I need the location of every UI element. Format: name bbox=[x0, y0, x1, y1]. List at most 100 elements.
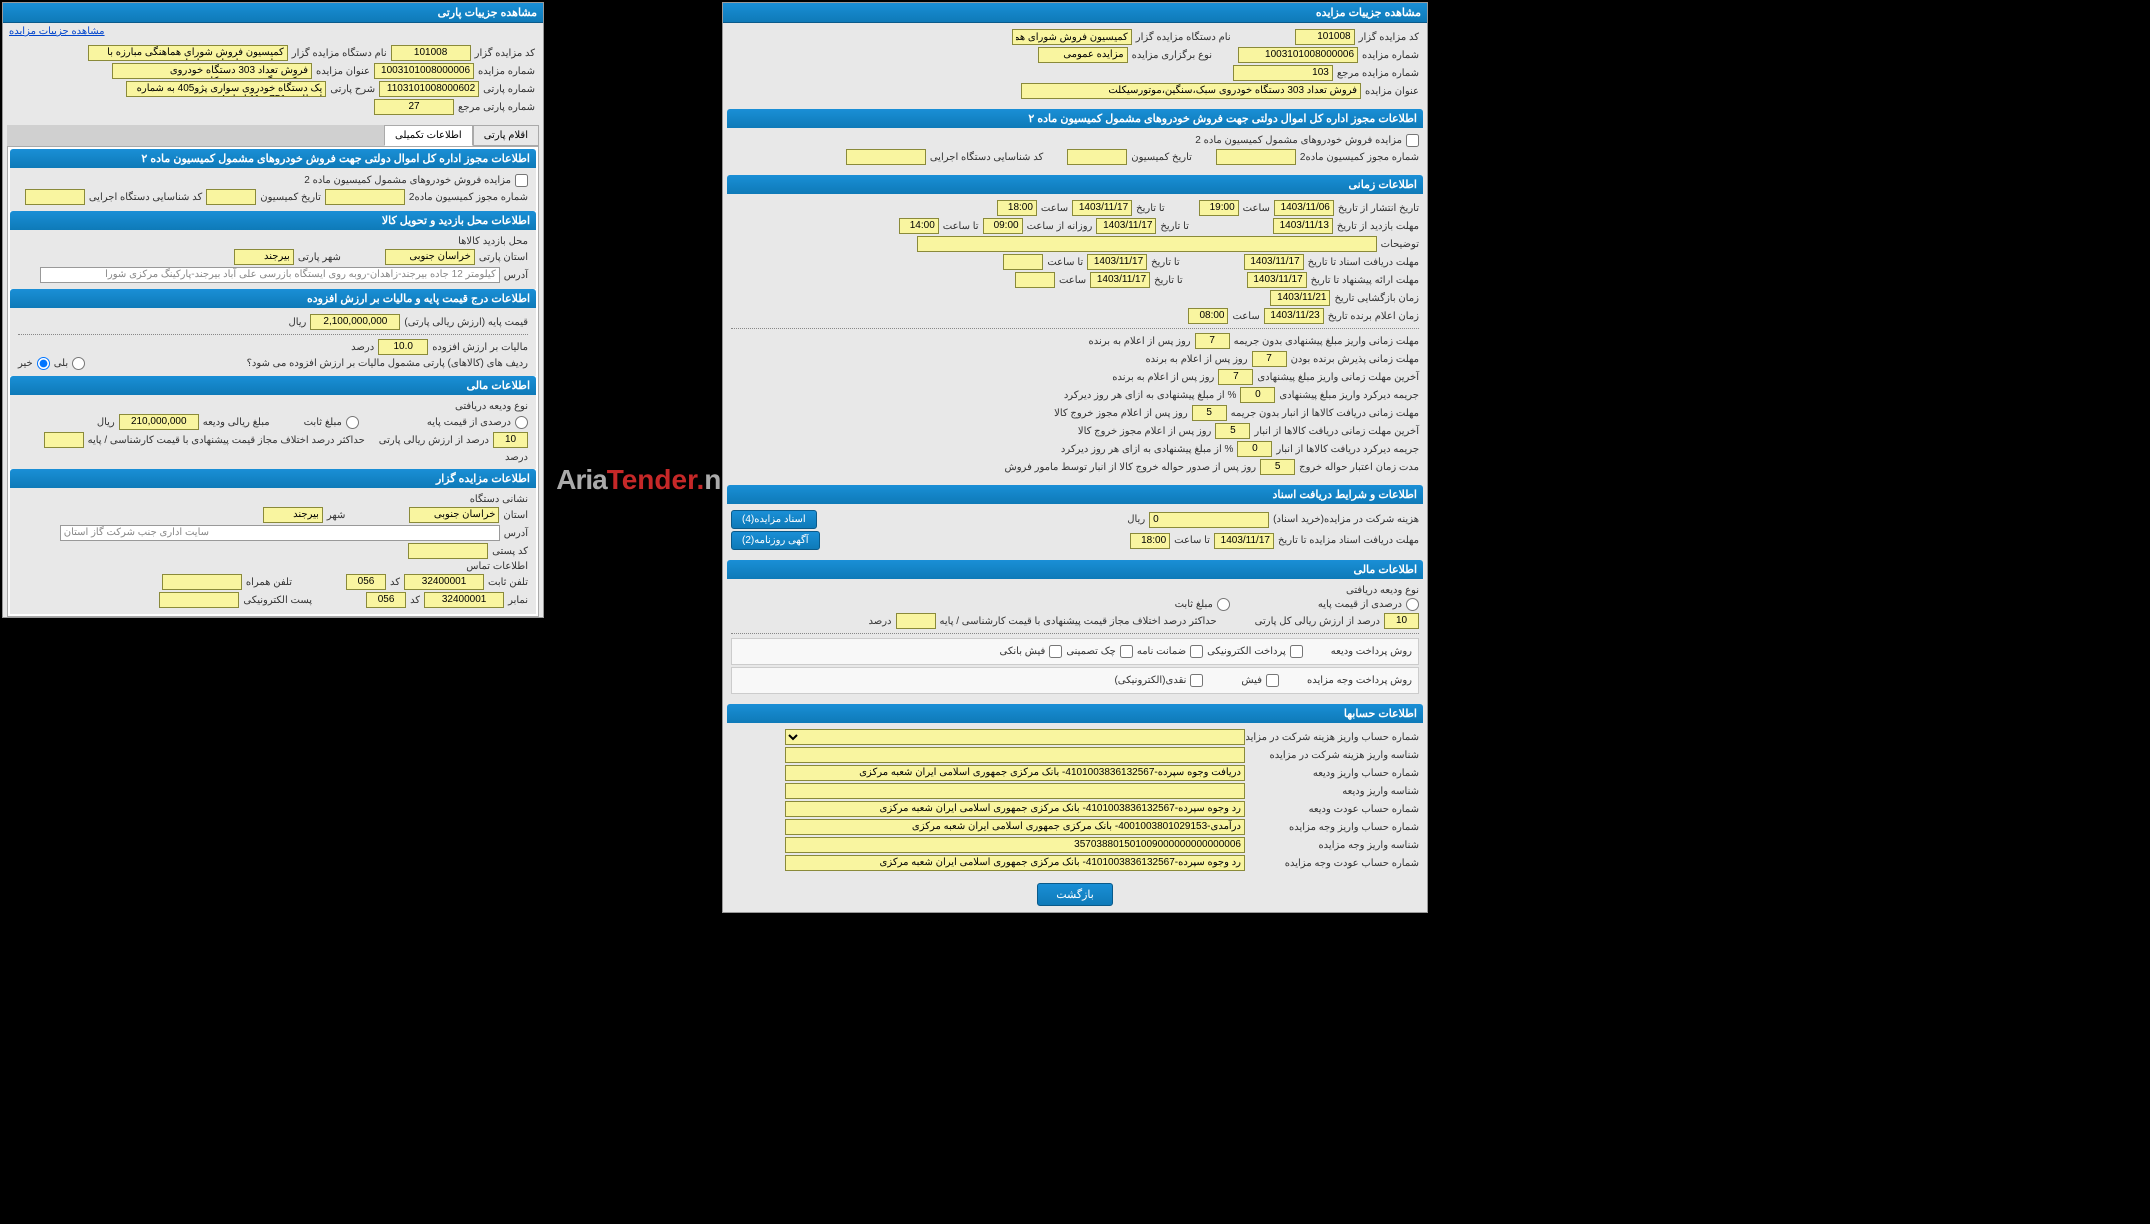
label: درصد bbox=[351, 342, 374, 353]
tab-extra[interactable]: اطلاعات تکمیلی bbox=[384, 125, 473, 146]
auction-code: 101008 bbox=[1295, 29, 1355, 45]
section-header: اطلاعات حسابها bbox=[727, 704, 1423, 723]
checkbox[interactable] bbox=[1049, 645, 1062, 658]
section-header: اطلاعات مجوز اداره کل اموال دولتی جهت فر… bbox=[727, 109, 1423, 128]
label: نوع ودیعه دریافتی bbox=[1346, 585, 1419, 596]
time: 18:00 bbox=[997, 200, 1037, 216]
areacode: 056 bbox=[366, 592, 406, 608]
label: مهلت زمانی واریز مبلغ پیشنهادی بدون جریم… bbox=[1234, 336, 1419, 347]
val: 0 bbox=[1237, 441, 1272, 457]
label: آخرین مهلت زمانی دریافت کالاها از انبار bbox=[1254, 426, 1419, 437]
label: مهلت ارائه پیشنهاد تا تاریخ bbox=[1311, 275, 1419, 286]
label: خیر bbox=[18, 358, 33, 369]
label: کد مزایده گزار bbox=[1359, 32, 1419, 43]
label: درصدی از قیمت پایه bbox=[427, 417, 511, 428]
label: شرح پارتی bbox=[330, 84, 375, 95]
checkbox[interactable] bbox=[515, 174, 528, 187]
label: مزایده فروش خودروهای مشمول کمیسیون ماده … bbox=[304, 175, 511, 186]
field bbox=[408, 543, 488, 559]
label: ساعت bbox=[1041, 203, 1068, 214]
section-header: اطلاعات درج قیمت پایه و مالیات بر ارزش ا… bbox=[10, 289, 536, 308]
checkbox[interactable] bbox=[1190, 674, 1203, 687]
label: حداکثر درصد اختلاف مجاز قیمت پیشنهادی با… bbox=[88, 435, 365, 446]
label: روز پس از اعلام به برنده bbox=[1112, 372, 1214, 383]
news-button[interactable]: آگهی روزنامه(2) bbox=[731, 531, 820, 550]
label: شماره مجوز کمیسیون ماده2 bbox=[1300, 152, 1419, 163]
field bbox=[1216, 149, 1296, 165]
section-header: اطلاعات و شرایط دریافت اسناد bbox=[727, 485, 1423, 504]
radio[interactable] bbox=[515, 416, 528, 429]
label: % از مبلغ پیشنهادی به ازای هر روز دیرکرد bbox=[1064, 390, 1237, 401]
checkbox[interactable] bbox=[1406, 134, 1419, 147]
checkbox[interactable] bbox=[1266, 674, 1279, 687]
details-link[interactable]: مشاهده جزییات مزایده bbox=[9, 26, 105, 37]
val: 7 bbox=[1195, 333, 1230, 349]
radio[interactable] bbox=[1406, 598, 1419, 611]
radio[interactable] bbox=[1217, 598, 1230, 611]
checkbox[interactable] bbox=[1190, 645, 1203, 658]
back-button[interactable]: بازگشت bbox=[1037, 883, 1113, 906]
account-select[interactable] bbox=[785, 729, 1245, 745]
date: 1403/11/13 bbox=[1273, 218, 1333, 234]
tab-items[interactable]: اقلام پارتی bbox=[473, 125, 539, 146]
label: شماره مزایده مرجع bbox=[1337, 68, 1419, 79]
field: رد وجوه سپرده-4101003836132567- بانک مرک… bbox=[785, 855, 1245, 871]
finance-section: نوع ودیعه دریافتی درصدی از قیمت پایه مبل… bbox=[723, 579, 1427, 700]
label: ساعت bbox=[1232, 311, 1259, 322]
org-name[interactable] bbox=[1012, 29, 1132, 45]
label: استان bbox=[503, 510, 528, 521]
price-section: قیمت پایه (ارزش ریالی پارتی)2,100,000,00… bbox=[10, 308, 536, 376]
field: درآمدی-4001003801029153- بانک مرکزی جمهو… bbox=[785, 819, 1245, 835]
field bbox=[162, 574, 242, 590]
label: نام دستگاه مزایده گزار bbox=[1136, 32, 1231, 43]
field bbox=[1003, 254, 1043, 270]
date: 1403/11/06 bbox=[1274, 200, 1334, 216]
permit-section: مزایده فروش خودروهای مشمول کمیسیون ماده … bbox=[723, 128, 1427, 171]
label: ریال bbox=[1127, 514, 1145, 525]
radio[interactable] bbox=[37, 357, 50, 370]
label: تلفن همراه bbox=[246, 577, 292, 588]
time: 09:00 bbox=[983, 218, 1023, 234]
top-fields: کد مزایده گزار 101008 نام دستگاه مزایده … bbox=[723, 23, 1427, 105]
label: شناسه واریز وجه مزایده bbox=[1249, 840, 1419, 851]
radio[interactable] bbox=[72, 357, 85, 370]
radio[interactable] bbox=[346, 416, 359, 429]
field bbox=[25, 189, 85, 205]
field bbox=[1015, 272, 1055, 288]
label: تا ساعت bbox=[943, 221, 979, 232]
auction-docs-button[interactable]: اسناد مزایده(4) bbox=[731, 510, 817, 529]
accounts-section: شماره حساب واریز هزینه شرکت در مزایده شن… bbox=[723, 723, 1427, 877]
label: عنوان مزایده bbox=[1365, 86, 1419, 97]
label: زمان اعلام برنده تاریخ bbox=[1328, 311, 1419, 322]
label: جریمه دیرکرد دریافت کالاها از انبار bbox=[1276, 444, 1419, 455]
time: 19:00 bbox=[1199, 200, 1239, 216]
label: آدرس bbox=[504, 270, 528, 281]
label: تلفن ثابت bbox=[488, 577, 528, 588]
field: دریافت وجوه سپرده-4101003836132567- بانک… bbox=[785, 765, 1245, 781]
time: 18:00 bbox=[1130, 533, 1170, 549]
date: 1403/11/17 bbox=[1090, 272, 1150, 288]
label: تاریخ انتشار از تاریخ bbox=[1338, 203, 1419, 214]
section-header: اطلاعات مزایده گزار bbox=[10, 469, 536, 488]
field bbox=[325, 189, 405, 205]
date: 1403/11/17 bbox=[1247, 272, 1307, 288]
label: نقدی(الکترونیکی) bbox=[1114, 675, 1186, 686]
deposit: 210,000,000 bbox=[119, 414, 199, 430]
auction-title: فروش تعداد 303 دستگاه خودروی سبک،سنگین،م… bbox=[1021, 83, 1361, 99]
label: توضیحات bbox=[1381, 239, 1419, 250]
label: کد مزایده گزار bbox=[475, 48, 535, 59]
label: مبلغ ثابت bbox=[1175, 599, 1213, 610]
label: پرداخت الکترونیکی bbox=[1207, 646, 1286, 657]
checkbox[interactable] bbox=[1290, 645, 1303, 658]
label: روز پس از اعلام مجوز خروج کالا bbox=[1054, 408, 1188, 419]
label: کد bbox=[390, 577, 400, 588]
val: 0 bbox=[1240, 387, 1275, 403]
checkbox[interactable] bbox=[1120, 645, 1133, 658]
label: درصد bbox=[505, 452, 528, 463]
cost: 0 bbox=[1149, 512, 1269, 528]
label: شماره حساب عودت ودیعه bbox=[1249, 804, 1419, 815]
val: 5 bbox=[1215, 423, 1250, 439]
label: پست الکترونیکی bbox=[243, 595, 312, 606]
label: ریال bbox=[288, 317, 306, 328]
label: آدرس bbox=[504, 528, 528, 539]
